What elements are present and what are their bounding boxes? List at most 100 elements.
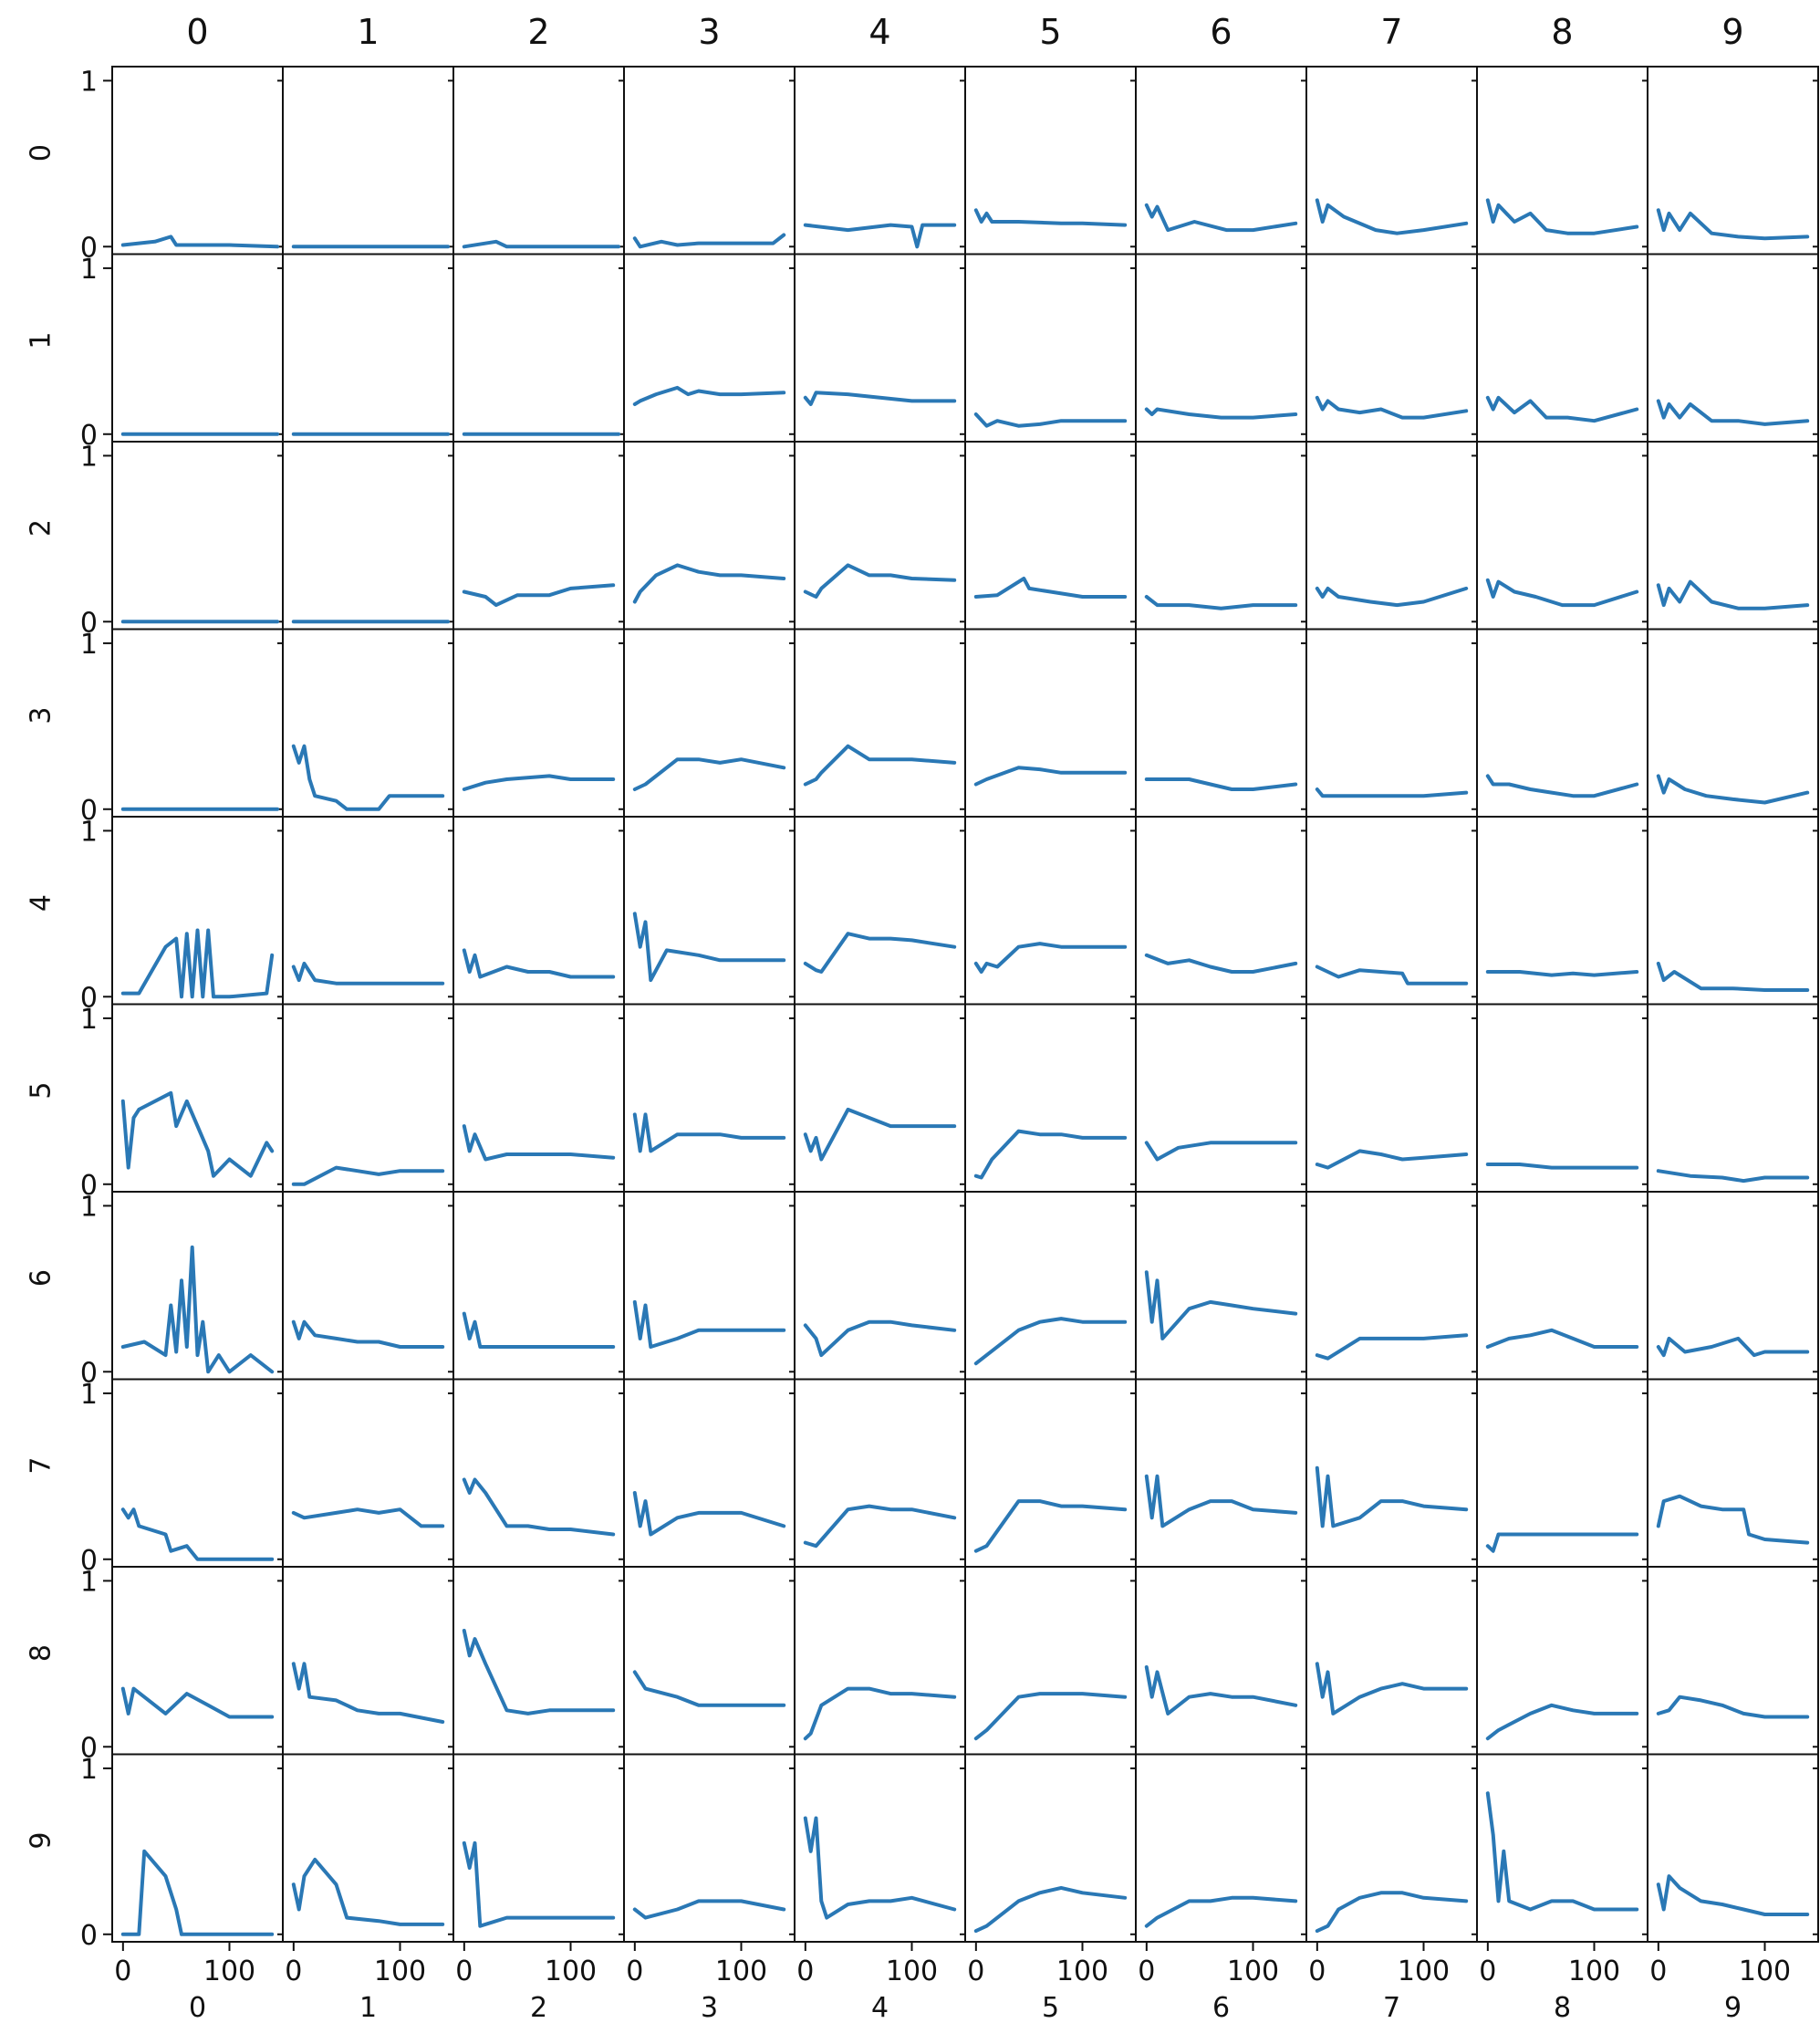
series-line <box>973 412 1128 428</box>
x-tick-label: 0 <box>1649 1955 1667 1987</box>
series-line <box>1656 399 1810 426</box>
bottom-label: 4 <box>871 1992 889 2024</box>
panel-frame <box>794 816 966 1006</box>
panel-grid <box>111 66 1819 1943</box>
panel-frame <box>964 816 1137 1006</box>
series-line <box>803 1686 957 1741</box>
series-line <box>632 1670 786 1707</box>
bottom-label: 8 <box>1554 1992 1571 2024</box>
panel-frame <box>964 441 1137 631</box>
series-line <box>1315 965 1469 986</box>
bottom-label: 0 <box>189 1992 206 2024</box>
panel-frame <box>1476 1753 1648 1943</box>
panel-frame <box>1647 816 1819 1006</box>
panel-frame <box>111 1566 284 1756</box>
y-tick-label: 0 <box>80 795 98 827</box>
series-line <box>632 1491 786 1537</box>
series-line <box>1144 953 1298 974</box>
x-tick-label: 0 <box>796 1955 814 1987</box>
series-line <box>1315 1891 1469 1934</box>
series-line <box>803 1107 957 1162</box>
x-tick-label: 0 <box>455 1955 473 1987</box>
panel-frame <box>794 628 966 818</box>
y-tick-label: 0 <box>80 1732 98 1764</box>
series-line <box>291 744 445 811</box>
panel-frame <box>1305 628 1478 818</box>
series-line <box>973 1885 1128 1934</box>
panel-frame <box>1305 1378 1478 1568</box>
panel-frame <box>794 253 966 443</box>
x-tick-label: 100 <box>886 1955 938 1987</box>
panel-frame <box>1647 1003 1819 1193</box>
y-tick-label: 0 <box>80 232 98 264</box>
panel-frame <box>1305 816 1478 1006</box>
panel-frame <box>1647 1753 1819 1943</box>
panel-frame <box>1135 253 1307 443</box>
y-tick-label: 1 <box>80 1754 98 1786</box>
panel-frame <box>964 1753 1137 1943</box>
row-header: 6 <box>26 1269 57 1287</box>
panel-frame <box>1476 66 1648 256</box>
y-tick-label: 0 <box>80 1920 98 1952</box>
panel-frame <box>282 1753 454 1943</box>
panel-frame <box>452 441 625 631</box>
row-headers: 0 1 2 3 4 5 6 7 8 9 <box>26 144 57 1850</box>
panel-frame <box>111 628 284 818</box>
bottom-label: 5 <box>1042 1992 1059 2024</box>
series-line <box>973 766 1128 787</box>
panel-frame <box>1135 816 1307 1006</box>
series-line <box>973 208 1128 227</box>
panel-frame <box>794 1753 966 1943</box>
series-line <box>1656 961 1810 992</box>
panel-frame <box>623 253 796 443</box>
series-line <box>632 385 786 406</box>
panel-frame <box>111 253 284 443</box>
series-line <box>120 1245 275 1374</box>
bottom-label: 1 <box>359 1992 377 2024</box>
panel-frame <box>452 1566 625 1756</box>
series-line <box>1485 1163 1639 1170</box>
series-line <box>1485 1791 1639 1912</box>
series-line <box>803 563 957 599</box>
y-tick-label: 1 <box>80 1566 98 1598</box>
panel-frame <box>1305 1191 1478 1381</box>
series-line <box>120 235 279 249</box>
y-tick-label: 1 <box>80 254 98 286</box>
panel-frame <box>1305 1566 1478 1756</box>
panel-frame <box>282 441 454 631</box>
series-line <box>973 942 1128 974</box>
panel-frame <box>1135 1566 1307 1756</box>
row-header: 2 <box>26 519 57 537</box>
x-tick-label: 100 <box>1056 1955 1108 1987</box>
row-header: 8 <box>26 1644 57 1662</box>
series-line <box>1315 198 1469 235</box>
x-tick-label: 100 <box>1739 1955 1791 1987</box>
series-line <box>120 1090 275 1178</box>
panel-frame <box>1135 441 1307 631</box>
series-line <box>973 1692 1128 1741</box>
column-header: 7 <box>1380 12 1402 52</box>
panel-frame <box>794 1003 966 1193</box>
series-line <box>1144 1474 1298 1528</box>
panel-frame <box>794 441 966 631</box>
series-line <box>1315 1662 1469 1716</box>
column-header: 0 <box>186 12 208 52</box>
row-header: 9 <box>26 1831 57 1849</box>
panel-frame <box>452 66 625 256</box>
series-line <box>120 928 275 999</box>
series-line <box>632 233 786 249</box>
panel-frame <box>111 441 284 631</box>
x-tick-label: 100 <box>374 1955 426 1987</box>
series-line <box>1315 1333 1469 1361</box>
x-tick-label: 0 <box>967 1955 984 1987</box>
y-tick-label: 1 <box>80 1004 98 1036</box>
panel-frame <box>282 816 454 1006</box>
series-line <box>1485 1703 1639 1741</box>
panel-frame <box>623 1566 796 1756</box>
series-line <box>462 1477 616 1537</box>
series-line <box>1485 578 1639 608</box>
series-line <box>462 1311 616 1349</box>
panel-frame <box>1647 253 1819 443</box>
